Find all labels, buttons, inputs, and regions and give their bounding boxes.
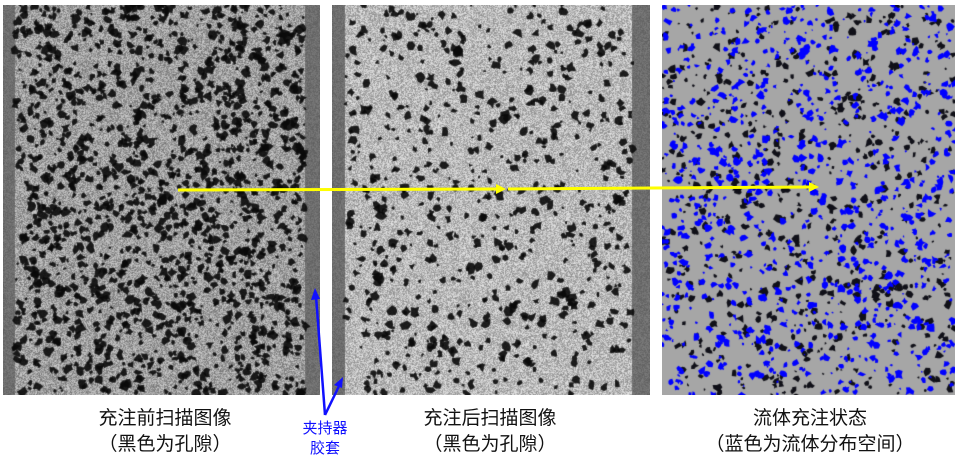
- yellow-arrow-1: [177, 184, 506, 194]
- fluid-distribution-image: [662, 5, 955, 395]
- caption-title: 充注后扫描图像: [423, 407, 557, 429]
- label-line: 夹持器: [302, 419, 348, 437]
- holder-sleeve-label: 夹持器 胶套: [290, 418, 360, 458]
- blue-pointer-arrows: [311, 288, 343, 416]
- caption-title: 流体充注状态: [752, 407, 867, 429]
- post-injection-ct-image: [332, 5, 650, 395]
- caption-post-injection: 充注后扫描图像 （黑色为孔隙）: [365, 405, 615, 457]
- pre-injection-ct-image: [3, 5, 320, 395]
- label-line: 胶套: [309, 439, 340, 457]
- caption-fluid-state: 流体充注状态 （蓝色为流体分布空间）: [660, 405, 960, 457]
- caption-note: （黑色为孔隙）: [98, 433, 232, 455]
- caption-note: （黑色为孔隙）: [423, 433, 557, 455]
- caption-note: （蓝色为流体分布空间）: [705, 433, 915, 455]
- caption-title: 充注前扫描图像: [98, 407, 232, 429]
- yellow-arrow-2: [507, 182, 819, 192]
- caption-pre-injection: 充注前扫描图像 （黑色为孔隙）: [40, 405, 290, 457]
